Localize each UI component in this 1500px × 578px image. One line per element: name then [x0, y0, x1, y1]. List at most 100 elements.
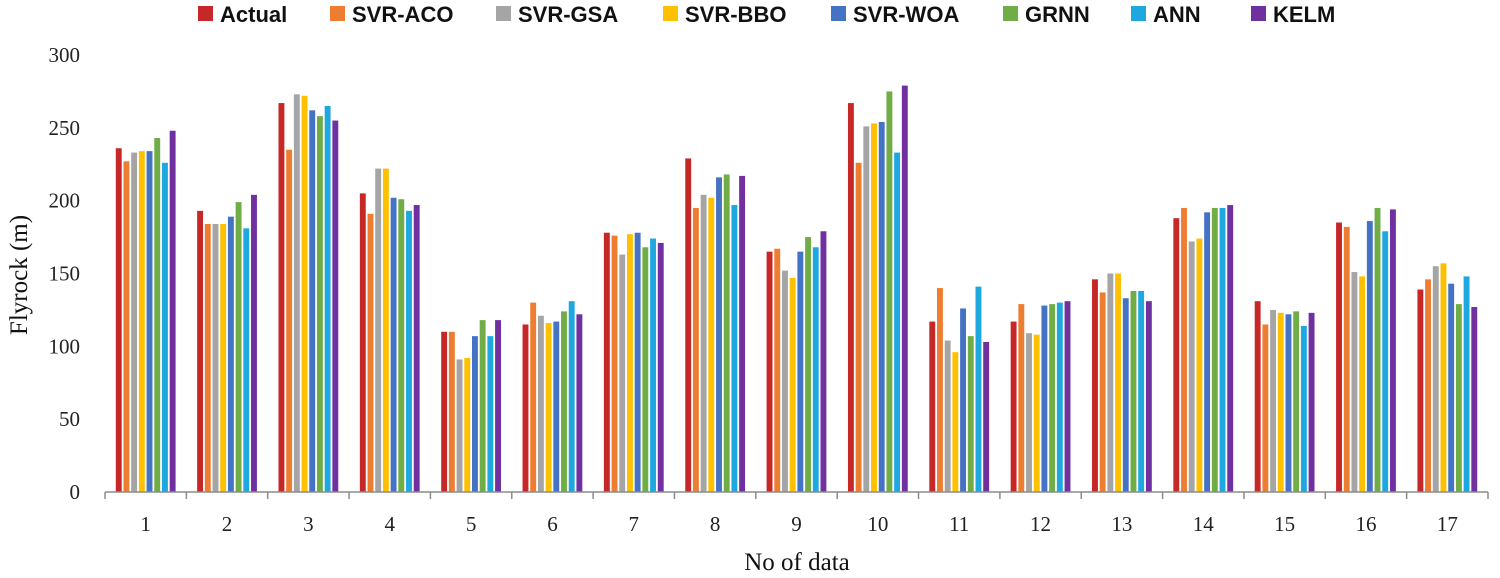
bar-svr-bbo-13 — [1115, 273, 1122, 492]
bar-kelm-12 — [1064, 301, 1071, 492]
x-tick-label: 15 — [1274, 512, 1295, 536]
bar-grnn-15 — [1293, 311, 1300, 492]
bar-svr-gsa-14 — [1188, 241, 1195, 492]
bar-svr-bbo-6 — [545, 323, 552, 492]
bar-actual-12 — [1010, 321, 1017, 492]
bar-svr-gsa-11 — [944, 340, 951, 492]
bar-actual-2 — [197, 210, 204, 493]
bar-svr-bbo-10 — [871, 123, 877, 493]
bar-actual-15 — [1254, 301, 1261, 492]
legend-label-actual: Actual — [220, 2, 287, 27]
bar-svr-bbo-12 — [1033, 334, 1040, 492]
bar-kelm-2 — [251, 194, 257, 492]
bar-grnn-13 — [1130, 290, 1137, 492]
legend-swatch-actual — [198, 6, 213, 21]
bar-svr-aco-7 — [611, 235, 618, 492]
bar-svr-woa-14 — [1204, 212, 1211, 492]
bar-grnn-5 — [479, 320, 486, 492]
bar-grnn-3 — [316, 116, 323, 493]
x-tick-label: 11 — [949, 512, 969, 536]
bar-kelm-6 — [576, 314, 583, 492]
bar-svr-bbo-4 — [382, 168, 389, 492]
bar-svr-bbo-8 — [708, 197, 715, 492]
bar-grnn-14 — [1211, 207, 1218, 492]
bar-svr-gsa-3 — [293, 94, 300, 492]
bar-actual-6 — [522, 324, 529, 492]
bar-actual-16 — [1336, 222, 1342, 492]
bar-svr-aco-10 — [855, 162, 862, 493]
bar-svr-bbo-1 — [138, 151, 145, 492]
y-tick-label: 250 — [49, 116, 81, 140]
bar-grnn-7 — [642, 247, 649, 492]
bar-svr-gsa-17 — [1432, 266, 1439, 492]
bar-grnn-11 — [967, 336, 974, 492]
bar-svr-aco-15 — [1262, 324, 1269, 492]
bar-ann-9 — [812, 247, 819, 492]
bar-ann-3 — [324, 105, 331, 492]
bar-svr-bbo-3 — [301, 95, 308, 492]
bar-svr-woa-5 — [471, 336, 478, 492]
legend-label-ann: ANN — [1153, 2, 1201, 27]
x-tick-label: 7 — [629, 512, 640, 536]
bar-svr-aco-16 — [1343, 226, 1350, 492]
bar-grnn-16 — [1374, 207, 1381, 492]
legend-swatch-svr-bbo — [663, 6, 678, 21]
bar-svr-woa-1 — [146, 151, 153, 492]
bar-ann-13 — [1138, 290, 1145, 492]
bar-svr-gsa-9 — [782, 270, 788, 492]
legend-label-svr-bbo: SVR-BBO — [685, 2, 786, 27]
legend-swatch-svr-woa — [831, 6, 846, 21]
bar-svr-aco-5 — [448, 331, 455, 492]
bar-svr-gsa-5 — [456, 359, 463, 492]
bar-svr-woa-10 — [878, 122, 885, 492]
x-tick-label: 6 — [547, 512, 558, 536]
bar-svr-gsa-6 — [537, 315, 544, 492]
bar-svr-bbo-9 — [789, 277, 796, 492]
bar-svr-gsa-1 — [131, 152, 138, 492]
bar-grnn-4 — [398, 199, 405, 492]
bar-kelm-16 — [1389, 209, 1396, 492]
bar-svr-aco-14 — [1181, 207, 1187, 492]
bar-ann-2 — [243, 228, 250, 492]
bar-svr-gsa-4 — [375, 168, 382, 492]
bar-svr-gsa-10 — [863, 126, 870, 492]
bar-svr-aco-13 — [1099, 292, 1106, 492]
bar-svr-gsa-8 — [700, 194, 707, 492]
x-tick-label: 2 — [222, 512, 233, 536]
bar-svr-aco-4 — [367, 213, 374, 492]
bar-svr-bbo-2 — [220, 223, 227, 492]
x-tick-label: 4 — [384, 512, 395, 536]
bar-svr-aco-8 — [692, 207, 699, 492]
bar-ann-10 — [894, 152, 901, 492]
bar-svr-woa-15 — [1285, 314, 1292, 492]
x-tick-label: 12 — [1030, 512, 1051, 536]
x-tick-label: 3 — [303, 512, 314, 536]
bar-actual-1 — [115, 148, 122, 493]
bar-svr-woa-12 — [1041, 305, 1048, 492]
legend-label-svr-aco: SVR-ACO — [352, 2, 453, 27]
bar-ann-12 — [1056, 302, 1063, 492]
bar-ann-15 — [1300, 325, 1307, 492]
bar-svr-bbo-11 — [952, 352, 959, 492]
bar-grnn-12 — [1049, 304, 1056, 492]
x-tick-label: 9 — [791, 512, 802, 536]
bar-svr-aco-1 — [123, 161, 130, 492]
x-tick-label: 10 — [867, 512, 888, 536]
y-tick-label: 0 — [70, 480, 81, 504]
y-tick-label: 200 — [49, 189, 81, 213]
bar-grnn-6 — [561, 311, 567, 492]
bar-svr-gsa-16 — [1351, 272, 1358, 492]
legend-label-svr-woa: SVR-WOA — [853, 2, 959, 27]
bar-ann-8 — [731, 205, 738, 493]
bar-svr-woa-16 — [1366, 221, 1373, 492]
x-tick-label: 8 — [710, 512, 721, 536]
bar-svr-aco-11 — [937, 288, 943, 492]
bar-grnn-10 — [886, 91, 893, 493]
bar-actual-10 — [847, 103, 854, 492]
bar-actual-9 — [766, 251, 773, 492]
x-tick-label: 16 — [1355, 512, 1376, 536]
bar-svr-aco-9 — [774, 248, 781, 492]
legend-label-svr-gsa: SVR-GSA — [518, 2, 618, 27]
legend-swatch-svr-aco — [330, 6, 345, 21]
